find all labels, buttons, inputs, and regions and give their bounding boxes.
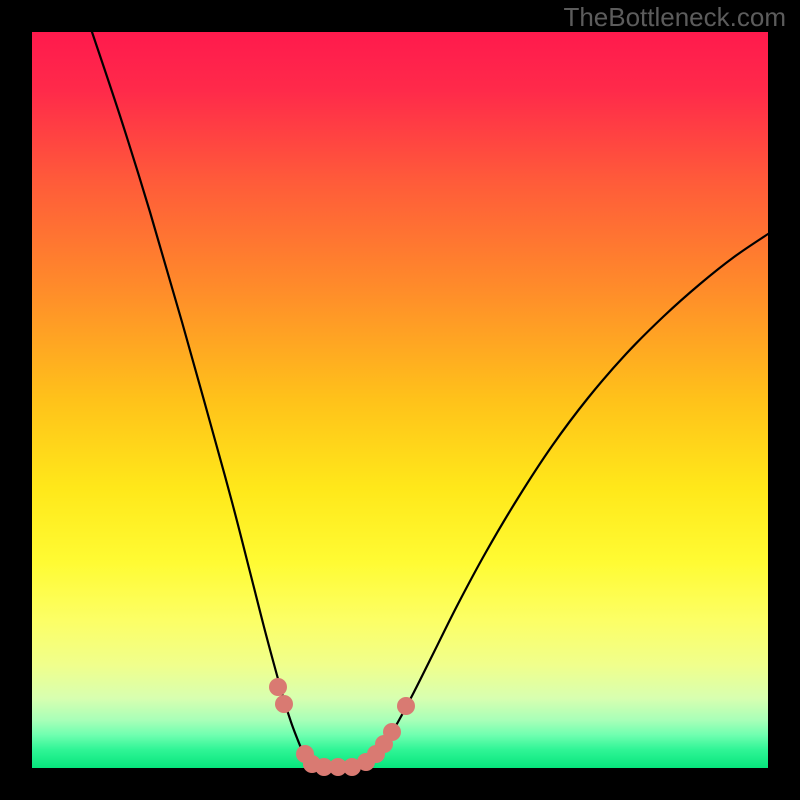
data-marker [397, 697, 415, 715]
plot-area [32, 32, 768, 768]
data-marker [275, 695, 293, 713]
curve-path [92, 32, 318, 768]
attribution-label: TheBottleneck.com [563, 2, 786, 33]
curve-path [362, 234, 768, 768]
data-marker [269, 678, 287, 696]
curve-overlay [32, 32, 768, 768]
data-marker [383, 723, 401, 741]
